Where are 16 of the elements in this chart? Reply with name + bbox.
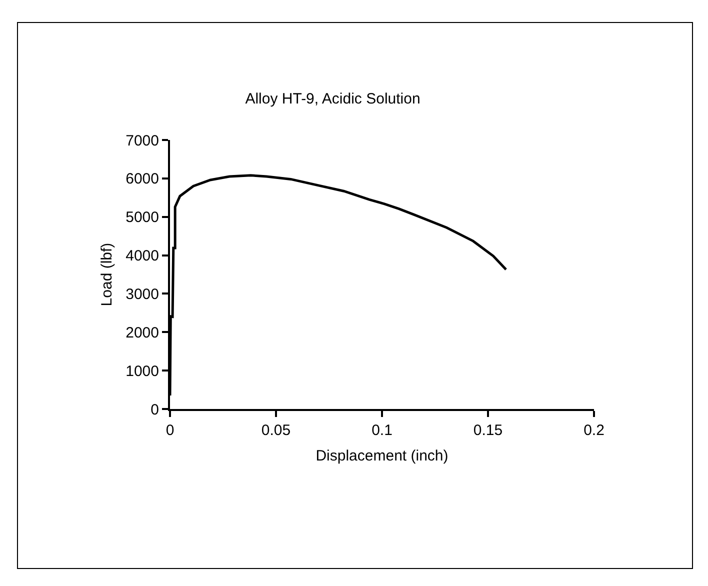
y-tick-label: 7000 (126, 132, 159, 150)
y-tick-label: 3000 (126, 286, 159, 303)
y-tick-label: 6000 (126, 170, 159, 188)
y-tick-label: 2000 (126, 324, 159, 342)
y-tick-label: 0 (150, 401, 159, 418)
x-tick-label: 0.05 (261, 422, 291, 439)
x-axis-title: Displacement (inch) (316, 448, 448, 464)
x-tick-label: 0.15 (473, 422, 503, 439)
x-tick-label: 0 (166, 422, 174, 439)
chart-title: Alloy HT-9, Acidic Solution (245, 90, 420, 108)
y-tick-label: 4000 (126, 248, 159, 265)
x-tick-label: 0.1 (372, 422, 392, 439)
y-axis-title: Load (lbf) (98, 242, 116, 306)
y-tick-label: 1000 (126, 362, 159, 380)
y-tick-label: 5000 (126, 209, 159, 226)
x-tick-label: 0.2 (584, 422, 604, 439)
